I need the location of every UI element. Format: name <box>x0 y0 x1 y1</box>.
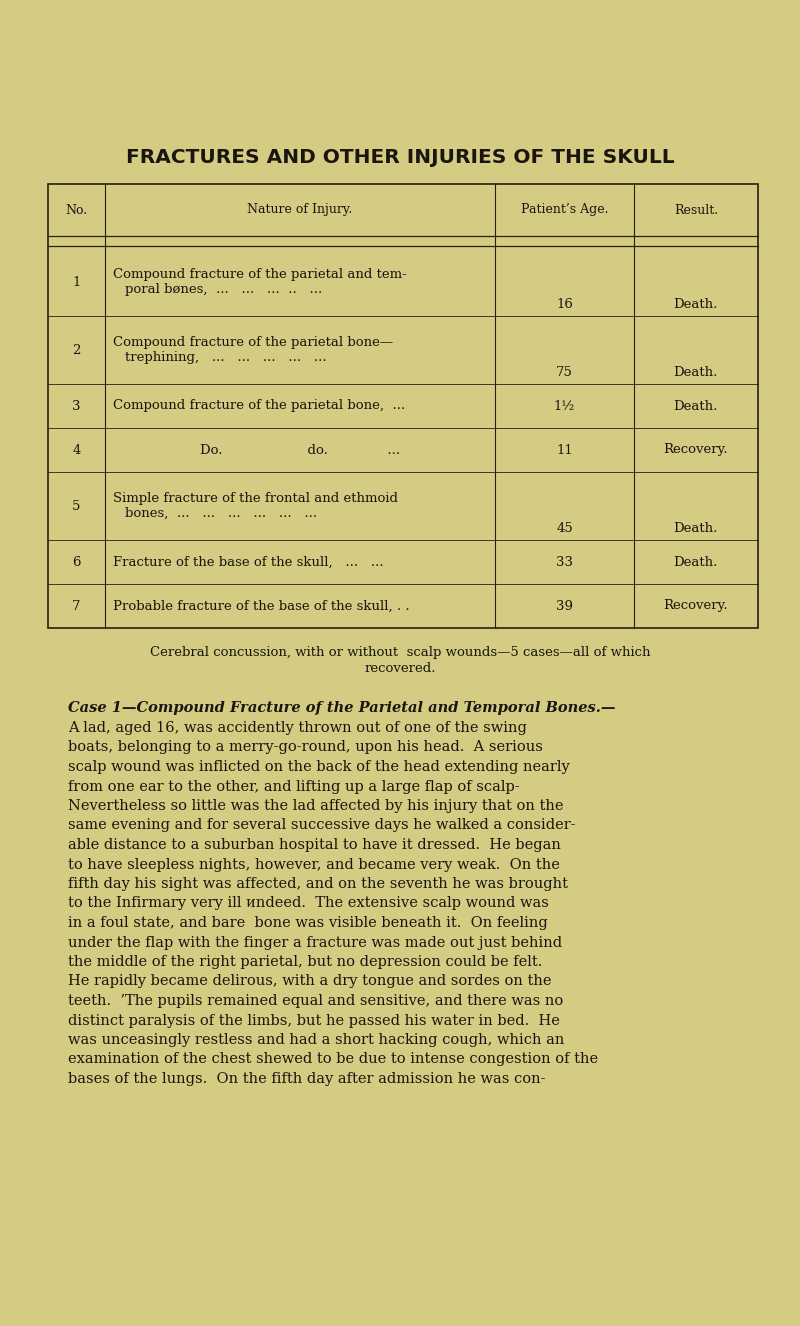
Text: the middle of the right parietal, but no depression could be felt.: the middle of the right parietal, but no… <box>68 955 542 969</box>
Text: Recovery.: Recovery. <box>663 443 728 456</box>
Text: No.: No. <box>66 203 87 216</box>
Text: 2: 2 <box>72 343 81 357</box>
Text: was unceasingly restless and had a short hacking cough, which an: was unceasingly restless and had a short… <box>68 1033 564 1048</box>
Text: Compound fracture of the parietal bone,  ...: Compound fracture of the parietal bone, … <box>113 399 405 412</box>
Text: Recovery.: Recovery. <box>663 599 728 613</box>
Text: Result.: Result. <box>674 203 718 216</box>
Text: He rapidly became delirous, with a dry tongue and sordes on the: He rapidly became delirous, with a dry t… <box>68 975 551 988</box>
Text: A lad, aged 16, was accidently thrown out of one of the swing: A lad, aged 16, was accidently thrown ou… <box>68 721 527 735</box>
Text: 5: 5 <box>72 500 81 513</box>
Text: examination of the chest shewed to be due to intense congestion of the: examination of the chest shewed to be du… <box>68 1053 598 1066</box>
Text: 1½: 1½ <box>554 399 575 412</box>
Text: bones,  ...   ...   ...   ...   ...   ...: bones, ... ... ... ... ... ... <box>125 508 317 520</box>
Text: recovered.: recovered. <box>364 662 436 675</box>
Text: 1: 1 <box>72 276 81 289</box>
Text: scalp wound was inflicted on the back of the head extending nearly: scalp wound was inflicted on the back of… <box>68 760 570 774</box>
Text: in a foul state, and bare  bone was visible beneath it.  On feeling: in a foul state, and bare bone was visib… <box>68 916 548 930</box>
Text: fifth day his sight was affected, and on the seventh he was brought: fifth day his sight was affected, and on… <box>68 876 568 891</box>
Text: Patient’s Age.: Patient’s Age. <box>521 203 608 216</box>
Bar <box>48 184 758 629</box>
Text: 6: 6 <box>72 556 81 569</box>
Text: 39: 39 <box>556 599 573 613</box>
Text: Nevertheless so little was the lad affected by his injury that on the: Nevertheless so little was the lad affec… <box>68 800 563 813</box>
Text: from one ear to the other, and lifting up a large flap of scalp-: from one ear to the other, and lifting u… <box>68 780 520 793</box>
Text: 33: 33 <box>556 556 573 569</box>
Text: Death.: Death. <box>674 399 718 412</box>
Text: Simple fracture of the frontal and ethmoid: Simple fracture of the frontal and ethmo… <box>113 492 398 505</box>
Text: Compound fracture of the parietal bone—: Compound fracture of the parietal bone— <box>113 335 393 349</box>
Text: teeth.  ’The pupils remained equal and sensitive, and there was no: teeth. ’The pupils remained equal and se… <box>68 994 563 1008</box>
Text: Death.: Death. <box>674 521 718 534</box>
Text: 7: 7 <box>72 599 81 613</box>
Text: under the flap with the finger a fracture was made out just behind: under the flap with the finger a fractur… <box>68 936 562 949</box>
Text: Death.: Death. <box>674 366 718 378</box>
Text: Death.: Death. <box>674 556 718 569</box>
Text: 45: 45 <box>556 521 573 534</box>
Text: Nature of Injury.: Nature of Injury. <box>247 203 353 216</box>
Text: 11: 11 <box>556 443 573 456</box>
Text: Fracture of the base of the skull,   ...   ...: Fracture of the base of the skull, ... .… <box>113 556 383 569</box>
Text: to have sleepless nights, however, and became very weak.  On the: to have sleepless nights, however, and b… <box>68 858 560 871</box>
Text: same evening and for several successive days he walked a consider-: same evening and for several successive … <box>68 818 576 833</box>
Text: Compound fracture of the parietal and tem-: Compound fracture of the parietal and te… <box>113 268 406 281</box>
Text: 4: 4 <box>72 443 81 456</box>
Text: able distance to a suburban hospital to have it dressed.  He began: able distance to a suburban hospital to … <box>68 838 561 853</box>
Text: boats, belonging to a merry-go-round, upon his head.  A serious: boats, belonging to a merry-go-round, up… <box>68 740 543 754</box>
Text: 3: 3 <box>72 399 81 412</box>
Text: FRACTURES AND OTHER INJURIES OF THE SKULL: FRACTURES AND OTHER INJURIES OF THE SKUL… <box>126 149 674 167</box>
Text: 16: 16 <box>556 297 573 310</box>
Text: Do.                    do.              ...: Do. do. ... <box>200 443 400 456</box>
Text: Probable fracture of the base of the skull, . .: Probable fracture of the base of the sku… <box>113 599 410 613</box>
Text: bases of the lungs.  On the fifth day after admission he was con-: bases of the lungs. On the fifth day aft… <box>68 1071 546 1086</box>
Text: to the Infirmary very ill ᴎndeed.  The extensive scalp wound was: to the Infirmary very ill ᴎndeed. The ex… <box>68 896 549 911</box>
Text: 75: 75 <box>556 366 573 378</box>
Text: Case 1—Compound Fracture of the Parietal and Temporal Bones.—: Case 1—Compound Fracture of the Parietal… <box>68 701 615 715</box>
Text: Cerebral concussion, with or without  scalp wounds—5 cases—all of which: Cerebral concussion, with or without sca… <box>150 646 650 659</box>
Text: distinct paralysis of the limbs, but he passed his water in bed.  He: distinct paralysis of the limbs, but he … <box>68 1013 560 1028</box>
Text: poral bønes,  ...   ...   ...  ..   ...: poral bønes, ... ... ... .. ... <box>125 284 322 296</box>
Text: Death.: Death. <box>674 297 718 310</box>
Text: trephining,   ...   ...   ...   ...   ...: trephining, ... ... ... ... ... <box>125 351 326 365</box>
